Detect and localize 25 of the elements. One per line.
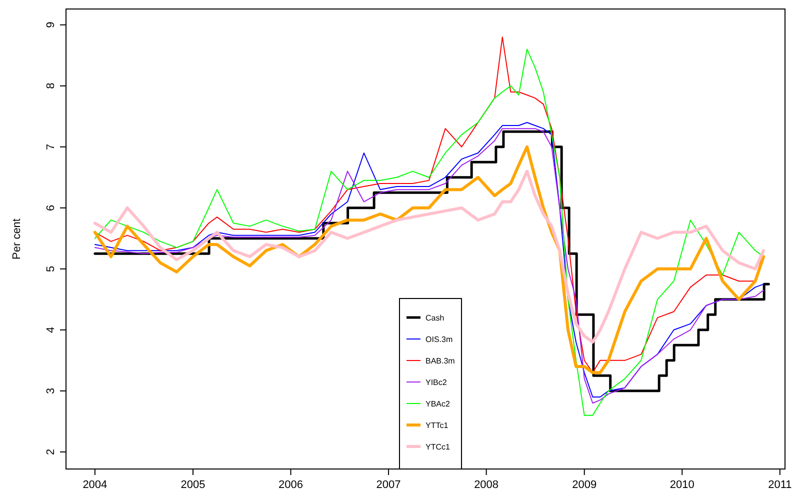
x-tick-label: 2006 (278, 479, 303, 491)
x-tick-label: 2005 (180, 479, 206, 491)
y-tick-label: 3 (45, 388, 57, 394)
legend-label: Cash (426, 314, 444, 322)
legend-label: YIBc2 (426, 378, 448, 387)
x-tick-label: 2011 (768, 479, 792, 491)
y-tick-label: 4 (45, 326, 57, 333)
x-tick-label: 2004 (82, 479, 108, 491)
y-tick-label: 2 (45, 448, 57, 455)
legend-label: OIS.3m (426, 335, 453, 344)
legend-label: YTTc1 (426, 421, 449, 430)
legend-label: YTCc1 (426, 442, 450, 452)
x-tick-label: 2008 (474, 479, 499, 491)
line-series (93, 170, 766, 344)
y-tick-label: 8 (45, 82, 57, 89)
x-tick-label: 2007 (376, 479, 401, 491)
y-axis-title: Per cent (11, 218, 23, 260)
y-tick-label: 5 (45, 266, 57, 272)
x-tick-label: 2010 (670, 479, 694, 491)
legend-label: BAB.3m (426, 356, 456, 366)
legend-label: YBAc2 (426, 400, 451, 408)
y-tick-label: 7 (45, 144, 57, 150)
y-tick-label: 9 (45, 22, 57, 28)
x-tick-label: 2009 (572, 479, 597, 491)
y-tick-label: 6 (45, 204, 57, 211)
